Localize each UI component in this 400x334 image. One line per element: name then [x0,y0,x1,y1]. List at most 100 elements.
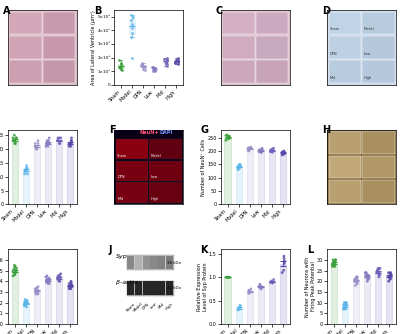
Bar [34,291,40,324]
Point [12,272,18,278]
Text: DAPI: DAPI [159,130,172,135]
Point [44,138,50,143]
Bar [329,131,361,154]
Point [248,290,254,295]
Bar [116,139,148,159]
Point [344,302,350,307]
Point [224,132,230,138]
Point [270,277,277,282]
Point [171,60,178,66]
Text: 38 kDa: 38 kDa [167,261,181,265]
Point [22,302,28,307]
Point [45,277,51,282]
Point [139,63,145,68]
Point [160,56,167,61]
Bar [150,256,158,270]
Text: Model: Model [151,154,162,158]
Bar [280,264,286,324]
Point [376,272,382,278]
Y-axis label: Number of NeuN⁺ Cells: Number of NeuN⁺ Cells [201,138,206,196]
Point [353,274,360,280]
Point [46,141,52,146]
Bar [329,60,361,83]
Point [56,141,63,146]
Bar [166,256,173,270]
Point [23,301,29,306]
PathPatch shape [152,68,157,70]
Point [46,278,53,283]
Text: L: L [307,245,313,255]
Point [34,287,41,293]
Point [12,138,18,143]
Point [256,149,262,154]
Point [46,281,52,286]
Point [33,288,39,294]
Bar [43,60,75,83]
Bar [375,272,381,324]
Point [248,144,254,150]
Text: DPN: DPN [117,175,125,179]
PathPatch shape [118,64,124,68]
Point [363,270,370,276]
Point [279,270,285,275]
Point [23,304,30,310]
Point [44,277,51,282]
Point [374,268,380,273]
Point [68,138,75,143]
Point [10,273,16,279]
Point [164,62,170,67]
Bar [224,277,230,324]
Point [118,62,124,67]
Point [377,266,383,271]
Point [281,152,287,157]
Bar [12,271,18,324]
Point [118,60,124,66]
Bar [222,11,254,34]
Point [342,302,348,307]
Point [34,288,41,294]
Point [55,277,62,282]
Point [139,62,146,67]
Text: Low: Low [150,302,158,310]
Point [331,262,337,267]
Text: B: B [94,6,101,16]
Bar [222,36,254,59]
Point [66,281,72,286]
Text: Mid: Mid [330,76,336,80]
Bar [362,131,395,154]
Point [268,148,274,154]
Text: DPN: DPN [330,52,338,56]
Point [142,67,148,72]
Point [245,148,251,153]
Point [68,282,74,287]
Point [68,284,74,289]
Point [343,306,349,312]
Point [235,167,241,172]
Point [223,133,229,138]
Point [33,291,39,297]
Text: A: A [2,6,10,16]
Point [43,280,50,285]
Point [66,144,72,149]
Point [224,135,231,140]
Point [351,277,358,282]
Point [23,166,29,171]
Bar [150,161,182,181]
Point [245,146,251,151]
Point [22,301,29,306]
Point [118,63,124,68]
Point [164,58,170,63]
Point [376,270,382,276]
Point [13,266,20,271]
Point [56,279,63,284]
Bar [353,280,359,324]
Bar [329,36,361,59]
Point [268,148,274,154]
Point [236,162,242,168]
Point [365,277,372,282]
Point [54,276,61,281]
Point [140,66,146,71]
Point [267,149,274,154]
Text: β-actin: β-actin [116,280,138,285]
Text: C: C [215,6,223,16]
